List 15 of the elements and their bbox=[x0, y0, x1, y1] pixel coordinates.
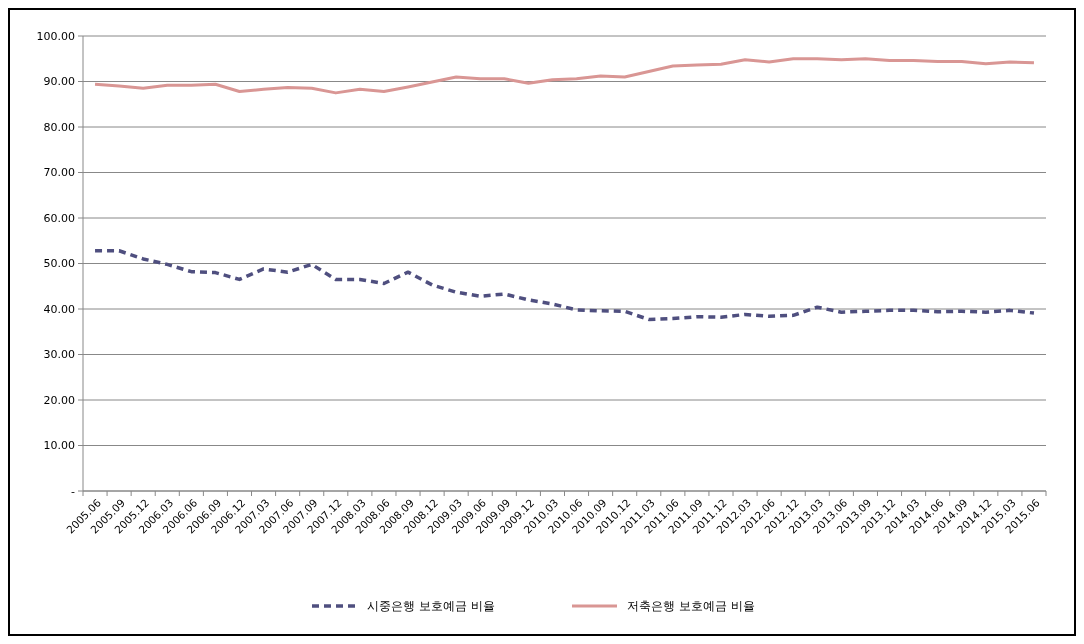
y-tick-label: 10.00 bbox=[43, 439, 75, 453]
y-tick-label: 20.00 bbox=[43, 393, 75, 407]
y-tick-label: 60.00 bbox=[43, 211, 75, 225]
y-tick-label: 100.00 bbox=[36, 29, 75, 43]
y-tick-label: 50.00 bbox=[43, 257, 75, 271]
y-tick-label: 70.00 bbox=[43, 166, 75, 180]
legend-label: 시중은행 보호예금 비율 bbox=[367, 599, 495, 614]
legend-label: 저축은행 보호예금 비율 bbox=[627, 599, 755, 614]
y-tick-label: 90.00 bbox=[43, 75, 75, 89]
y-tick-label: - bbox=[71, 484, 76, 498]
line-series bbox=[93, 249, 1036, 322]
y-tick-label: 40.00 bbox=[43, 302, 75, 316]
y-tick-label: 80.00 bbox=[43, 120, 75, 134]
line-series bbox=[93, 57, 1036, 95]
y-tick-label: 30.00 bbox=[43, 348, 75, 362]
